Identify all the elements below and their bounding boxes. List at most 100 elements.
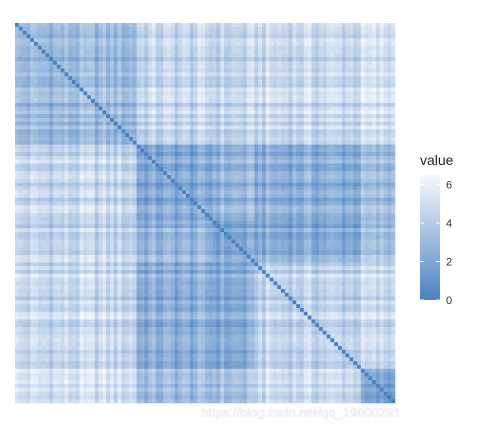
heatmap-cell xyxy=(117,80,122,85)
heatmap-cell xyxy=(18,148,23,153)
heatmap-cell xyxy=(151,91,156,96)
heatmap-cell xyxy=(273,53,278,58)
heatmap-cell xyxy=(53,34,58,39)
heatmap-cell xyxy=(322,34,327,39)
heatmap-cell xyxy=(167,114,172,119)
heatmap-cell xyxy=(163,64,168,69)
heatmap-cell xyxy=(281,23,286,28)
heatmap-cell xyxy=(330,178,335,183)
heatmap-cell xyxy=(227,53,232,58)
heatmap-cell xyxy=(357,26,362,31)
heatmap-cell xyxy=(292,194,297,199)
heatmap-cell xyxy=(132,68,137,73)
heatmap-cell xyxy=(250,99,255,104)
heatmap-cell xyxy=(68,129,73,134)
heatmap-cell xyxy=(391,91,396,96)
heatmap-cell xyxy=(87,133,92,138)
heatmap-cell xyxy=(345,110,350,115)
heatmap-cell xyxy=(163,53,168,58)
heatmap-cell xyxy=(315,42,320,47)
heatmap-cell xyxy=(277,87,282,92)
heatmap-cell xyxy=(391,194,396,199)
heatmap-cell xyxy=(125,42,130,47)
heatmap-cell xyxy=(83,114,88,119)
heatmap-cell xyxy=(87,137,92,142)
heatmap-cell xyxy=(106,194,111,199)
heatmap-cell xyxy=(208,121,213,126)
heatmap-cell xyxy=(189,190,194,195)
heatmap-cell xyxy=(144,87,149,92)
heatmap-cell xyxy=(91,34,96,39)
heatmap-cell xyxy=(197,197,202,202)
heatmap-cell xyxy=(265,83,270,88)
heatmap-cell xyxy=(113,186,118,191)
heatmap-cell xyxy=(227,148,232,153)
heatmap-cell xyxy=(68,163,73,168)
heatmap-cell xyxy=(193,129,198,134)
heatmap-cell xyxy=(357,156,362,161)
heatmap-cell xyxy=(79,72,84,77)
heatmap-cell xyxy=(303,144,308,149)
heatmap-cell xyxy=(391,30,396,35)
heatmap-cell xyxy=(273,137,278,142)
heatmap-cell xyxy=(338,159,343,164)
heatmap-cell xyxy=(132,38,137,43)
heatmap-cell xyxy=(227,57,232,62)
heatmap-cell xyxy=(41,95,46,100)
heatmap-cell xyxy=(91,186,96,191)
heatmap-cell xyxy=(45,197,50,202)
heatmap-cell xyxy=(72,30,77,35)
heatmap-cell xyxy=(239,163,244,168)
heatmap-cell xyxy=(155,171,160,176)
heatmap-cell xyxy=(151,64,156,69)
heatmap-cell xyxy=(151,99,156,104)
heatmap-cell xyxy=(201,167,206,172)
heatmap-cell xyxy=(292,87,297,92)
heatmap-cell xyxy=(87,167,92,172)
heatmap-cell xyxy=(315,163,320,168)
heatmap-cell xyxy=(148,148,153,153)
heatmap-cell xyxy=(34,152,39,157)
heatmap-cell xyxy=(34,167,39,172)
heatmap-cell xyxy=(292,201,297,206)
heatmap-cell xyxy=(262,64,267,69)
heatmap-cell xyxy=(307,57,312,62)
heatmap-cell xyxy=(364,106,369,111)
heatmap-cell xyxy=(132,91,137,96)
heatmap-cell xyxy=(136,163,141,168)
heatmap-cell xyxy=(364,114,369,119)
heatmap-cell xyxy=(170,118,175,123)
heatmap-cell xyxy=(326,80,331,85)
heatmap-cell xyxy=(220,129,225,134)
heatmap-cell xyxy=(94,49,99,54)
heatmap-cell xyxy=(37,182,42,187)
heatmap-cell xyxy=(186,95,191,100)
heatmap-cell xyxy=(341,137,346,142)
heatmap-cell xyxy=(262,53,267,58)
heatmap-cell xyxy=(288,125,293,130)
heatmap-cell xyxy=(357,144,362,149)
heatmap-cell xyxy=(182,57,187,62)
heatmap-cell xyxy=(37,171,42,176)
heatmap-cell xyxy=(330,118,335,123)
heatmap-cell xyxy=(125,68,130,73)
heatmap-cell xyxy=(98,178,103,183)
heatmap-cell xyxy=(357,42,362,47)
heatmap-cell xyxy=(353,178,358,183)
heatmap-cell xyxy=(83,201,88,206)
heatmap-cell xyxy=(178,152,183,157)
heatmap-cell xyxy=(341,72,346,77)
heatmap-cell xyxy=(258,140,263,145)
heatmap-cell xyxy=(22,156,27,161)
heatmap-cell xyxy=(224,201,229,206)
heatmap-cell xyxy=(205,42,210,47)
heatmap-cell xyxy=(41,129,46,134)
heatmap-cell xyxy=(269,190,274,195)
heatmap-cell xyxy=(307,133,312,138)
heatmap-cell xyxy=(30,205,35,210)
heatmap-cell xyxy=(212,64,217,69)
heatmap-cell xyxy=(129,152,134,157)
heatmap-cell xyxy=(22,129,27,134)
heatmap-cell xyxy=(360,80,365,85)
heatmap-cell xyxy=(41,133,46,138)
